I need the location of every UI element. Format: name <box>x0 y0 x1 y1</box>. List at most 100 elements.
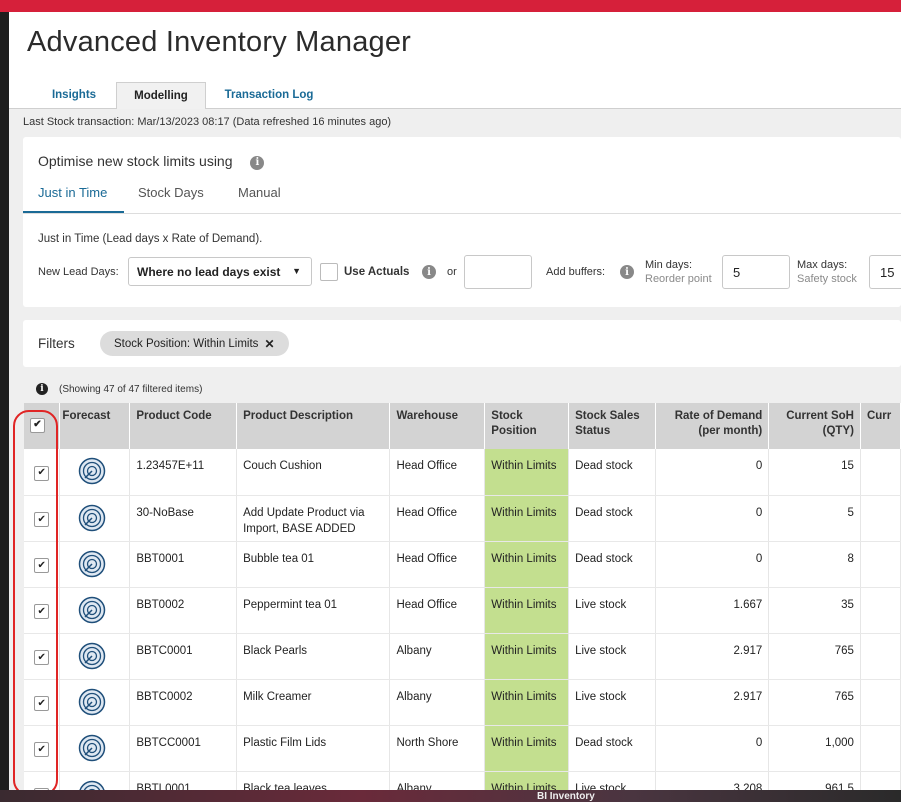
table-row[interactable]: ✔ BBT0001 Bubble tea 01 Head Office Within L… <box>24 541 901 588</box>
rate-of-demand-cell: 0 <box>655 495 770 542</box>
product-code-cell: BBTCC0001 <box>129 725 238 772</box>
stock-sales-status-cell: Live stock <box>568 633 656 680</box>
stock-sales-status-cell: Live stock <box>568 587 656 634</box>
stock-position-cell: Within Limits <box>484 679 570 726</box>
row-checkbox[interactable]: ✔ <box>34 742 50 757</box>
row-checkbox[interactable]: ✔ <box>34 696 50 711</box>
showing-info-icon: i <box>36 383 48 395</box>
row-select-cell: ✔ <box>24 587 61 634</box>
max-days-sublabel: Safety stock <box>797 273 857 285</box>
product-code-cell: BBT0001 <box>129 541 238 588</box>
optimise-card: Optimise new stock limits using i Just i… <box>23 137 901 307</box>
lead-days-select-value: Where no lead days exist <box>137 264 281 279</box>
min-days-sublabel: Reorder point <box>645 273 712 285</box>
table-row[interactable]: ✔ 1.23457E+11 Couch Cushion Head Office With… <box>24 449 901 496</box>
tab-insights[interactable]: Insights <box>51 89 97 101</box>
use-actuals-info-icon[interactable]: i <box>422 265 436 279</box>
header-current-soh[interactable]: Current SoH (QTY) <box>768 403 861 449</box>
product-description-cell: Couch Cushion <box>236 449 391 496</box>
lead-days-select[interactable]: Where no lead days exist ▼ <box>128 257 312 286</box>
forecast-icon[interactable] <box>78 596 106 627</box>
select-all-checkbox[interactable]: ✔ <box>30 417 45 433</box>
row-checkbox[interactable]: ✔ <box>34 650 50 665</box>
warehouse-cell: Head Office <box>389 449 486 496</box>
subtab-just-in-time[interactable]: Just in Time <box>38 185 108 200</box>
product-description-cell: Black Pearls <box>236 633 391 680</box>
lead-days-input[interactable] <box>464 255 532 289</box>
use-actuals-checkbox[interactable] <box>320 263 338 281</box>
tab-transaction-log[interactable]: Transaction Log <box>224 89 314 101</box>
min-days-input[interactable]: 5 <box>722 255 790 289</box>
row-checkbox[interactable]: ✔ <box>34 604 50 619</box>
header-stock-position[interactable]: Stock Position <box>484 403 570 449</box>
header-stock-sales-l1: Stock Sales <box>575 410 640 422</box>
product-description-cell: Bubble tea 01 <box>236 541 391 588</box>
header-current-cut[interactable]: Curr <box>860 403 901 449</box>
forecast-cell <box>59 633 131 680</box>
table-row[interactable]: ✔ BBTC0001 Black Pearls Albany Within Limits… <box>24 633 901 680</box>
forecast-icon[interactable] <box>78 642 106 673</box>
cut-off-cell <box>860 449 901 496</box>
forecast-icon[interactable] <box>78 688 106 719</box>
warehouse-cell: Head Office <box>389 495 486 542</box>
subtab-stock-days[interactable]: Stock Days <box>138 185 204 200</box>
buffers-info-icon[interactable]: i <box>620 265 634 279</box>
row-checkbox[interactable]: ✔ <box>34 788 50 790</box>
header-product-description[interactable]: Product Description <box>236 403 391 449</box>
forecast-cell <box>59 541 131 588</box>
add-buffers-label: Add buffers: <box>546 266 606 278</box>
info-icon[interactable]: i <box>250 155 265 170</box>
product-description-cell: Peppermint tea 01 <box>236 587 391 634</box>
tab-modelling[interactable]: Modelling <box>116 82 206 109</box>
rate-of-demand-cell: 0 <box>655 541 770 588</box>
product-code-cell: BBTL0001 <box>129 771 238 790</box>
product-code-cell: 1.23457E+11 <box>129 449 238 496</box>
header-forecast[interactable]: Forecast <box>59 403 131 449</box>
active-subtab-indicator <box>23 211 124 213</box>
forecast-icon[interactable] <box>78 734 106 765</box>
filter-chip[interactable]: Stock Position: Within Limits ✕ <box>100 331 289 356</box>
row-select-cell: ✔ <box>24 679 61 726</box>
filters-label: Filters <box>38 336 75 351</box>
cut-off-cell <box>860 633 901 680</box>
row-checkbox[interactable]: ✔ <box>34 465 50 481</box>
stock-sales-status-cell: Dead stock <box>568 449 656 496</box>
forecast-icon[interactable] <box>78 550 106 581</box>
current-soh-cell: 5 <box>768 495 861 542</box>
subtab-manual[interactable]: Manual <box>238 185 281 200</box>
warehouse-cell: Albany <box>389 679 486 726</box>
header-warehouse[interactable]: Warehouse <box>389 403 486 449</box>
table-row[interactable]: ✔ BBTC0002 Milk Creamer Albany Within Limits… <box>24 679 901 726</box>
header-product-code[interactable]: Product Code <box>129 403 238 449</box>
warehouse-cell: Albany <box>389 633 486 680</box>
product-description-cell: Add Update Product via Import, BASE ADDE… <box>236 495 391 542</box>
forecast-cell <box>59 679 131 726</box>
header-soh-l1: Current SoH <box>786 410 854 422</box>
optimise-title-text: Optimise new stock limits using <box>38 153 233 169</box>
stock-position-cell: Within Limits <box>484 449 570 496</box>
cut-off-cell <box>860 679 901 726</box>
rate-of-demand-cell: 0 <box>655 725 770 772</box>
table-row[interactable]: ✔ BBT0002 Peppermint tea 01 Head Office With… <box>24 587 901 634</box>
header-stock-position-l2: Position <box>491 425 537 437</box>
row-select-cell: ✔ <box>24 541 61 588</box>
forecast-icon[interactable] <box>78 504 106 535</box>
browser-top-bar <box>0 0 901 12</box>
row-checkbox[interactable]: ✔ <box>34 558 50 573</box>
product-description-cell: Black tea leaves <box>236 771 391 790</box>
current-soh-cell: 15 <box>768 449 861 496</box>
close-icon[interactable]: ✕ <box>264 336 275 351</box>
forecast-icon[interactable] <box>78 457 106 488</box>
header-rate-of-demand[interactable]: Rate of Demand (per month) <box>655 403 770 449</box>
optimise-title: Optimise new stock limits using i <box>38 153 265 170</box>
header-stock-sales-status[interactable]: Stock Sales Status <box>568 403 656 449</box>
product-code-cell: BBTC0002 <box>129 679 238 726</box>
max-days-input[interactable]: 15 <box>869 255 901 289</box>
header-rate-l2: (per month) <box>698 425 763 437</box>
row-checkbox[interactable]: ✔ <box>34 512 50 527</box>
table-row[interactable]: ✔ 30-NoBase Add Update Product via Import,… <box>24 495 901 542</box>
header-rate-l1: Rate of Demand <box>674 410 763 422</box>
app-window: Advanced Inventory Manager Insights Mode… <box>9 12 901 790</box>
table-row[interactable]: ✔ BBTCC0001 Plastic Film Lids North Shore Wi… <box>24 725 901 772</box>
